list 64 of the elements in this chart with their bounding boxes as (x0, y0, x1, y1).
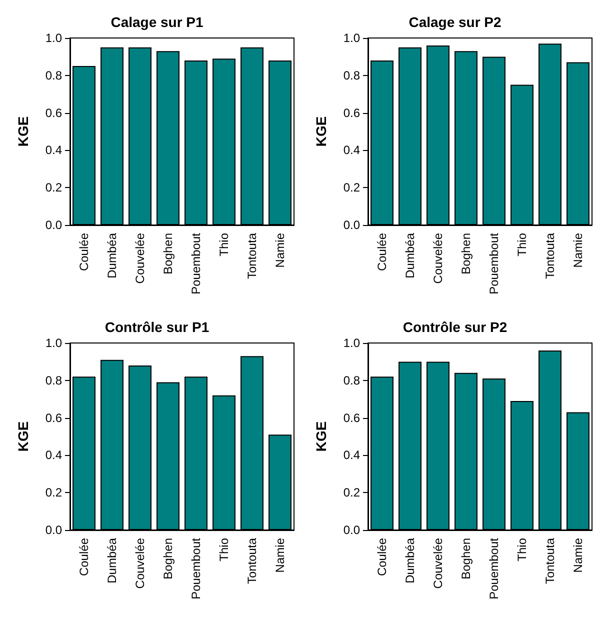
chart-title: Calage sur P1 (110, 14, 204, 30)
x-tick-label: Couvelée (431, 538, 445, 589)
y-tick-label: 1.0 (343, 336, 360, 350)
y-tick-label: 0.8 (343, 68, 360, 82)
x-tick-label: Dumbéa (403, 232, 417, 278)
x-tick-label: Dumbéa (105, 538, 119, 584)
x-tick-label: Thio (515, 538, 529, 562)
x-tick-label: Dumbéa (403, 538, 417, 584)
y-tick-label: 0.4 (45, 143, 62, 158)
x-tick-label: Pouembout (189, 232, 203, 294)
x-tick-label: Thio (217, 232, 231, 256)
y-tick-label: 0.6 (343, 106, 360, 120)
x-tick-label: Tontouta (543, 232, 557, 280)
x-tick-label: Boghen (459, 233, 473, 274)
y-tick-label: 1.0 (343, 31, 360, 45)
x-tick-label: Namie (571, 538, 585, 573)
x-tick-label: Tontouta (543, 538, 557, 584)
x-tick-label: Boghen (161, 233, 175, 274)
y-tick-label: 0.2 (45, 180, 62, 195)
x-tick-label: Coulée (375, 538, 389, 576)
y-tick-label: 0.8 (45, 68, 62, 82)
x-tick-label: Tontouta (245, 538, 259, 584)
y-tick-label: 0.0 (45, 218, 62, 232)
x-tick-label: Coulée (77, 538, 91, 576)
x-tick-label: Couvelée (133, 232, 147, 284)
x-tick-label: Thio (515, 232, 529, 256)
x-tick-label: Couvelée (431, 232, 445, 284)
x-tick-label: Thio (217, 538, 231, 562)
y-tick-label: 0.6 (45, 410, 62, 425)
x-tick-label: Coulée (77, 232, 91, 272)
y-tick-label: 0.6 (343, 410, 360, 425)
x-tick-label: Namie (273, 538, 287, 573)
y-axis-title: KGE (313, 116, 329, 147)
chart-title: Contrôle sur P1 (104, 319, 210, 335)
y-axis-title: KGE (15, 421, 31, 452)
x-tick-label: Namie (571, 232, 585, 268)
y-tick-label: 0.2 (343, 486, 360, 500)
x-tick-label: Namie (273, 232, 287, 268)
y-tick-label: 0.4 (343, 143, 360, 158)
x-tick-label: Couvelée (133, 538, 147, 589)
y-tick-label: 0.2 (343, 180, 360, 195)
y-tick-label: 0.0 (45, 523, 62, 537)
x-tick-label: Tontouta (245, 232, 259, 280)
y-tick-label: 0.0 (343, 218, 360, 232)
x-tick-label: Boghen (161, 538, 175, 580)
y-axis-title: KGE (313, 421, 329, 452)
y-tick-label: 0.8 (343, 373, 360, 388)
y-tick-label: 1.0 (45, 31, 62, 45)
x-tick-label: Dumbéa (105, 232, 119, 278)
x-tick-label: Boghen (459, 538, 473, 580)
y-tick-label: 0.4 (45, 448, 62, 462)
chart-title: Calage sur P2 (408, 14, 502, 30)
y-tick-label: 0.2 (45, 486, 62, 500)
x-tick-label: Pouembout (189, 537, 203, 600)
y-axis-title: KGE (15, 116, 31, 147)
y-tick-label: 0.0 (343, 523, 360, 537)
y-tick-label: 1.0 (45, 336, 62, 350)
y-tick-label: 0.8 (45, 373, 62, 388)
x-tick-label: Coulée (375, 232, 389, 272)
x-tick-label: Pouembout (487, 537, 501, 600)
chart-title: Contrôle sur P2 (402, 319, 508, 335)
y-tick-label: 0.4 (343, 448, 360, 462)
x-tick-label: Pouembout (487, 232, 501, 294)
y-tick-label: 0.6 (45, 106, 62, 120)
